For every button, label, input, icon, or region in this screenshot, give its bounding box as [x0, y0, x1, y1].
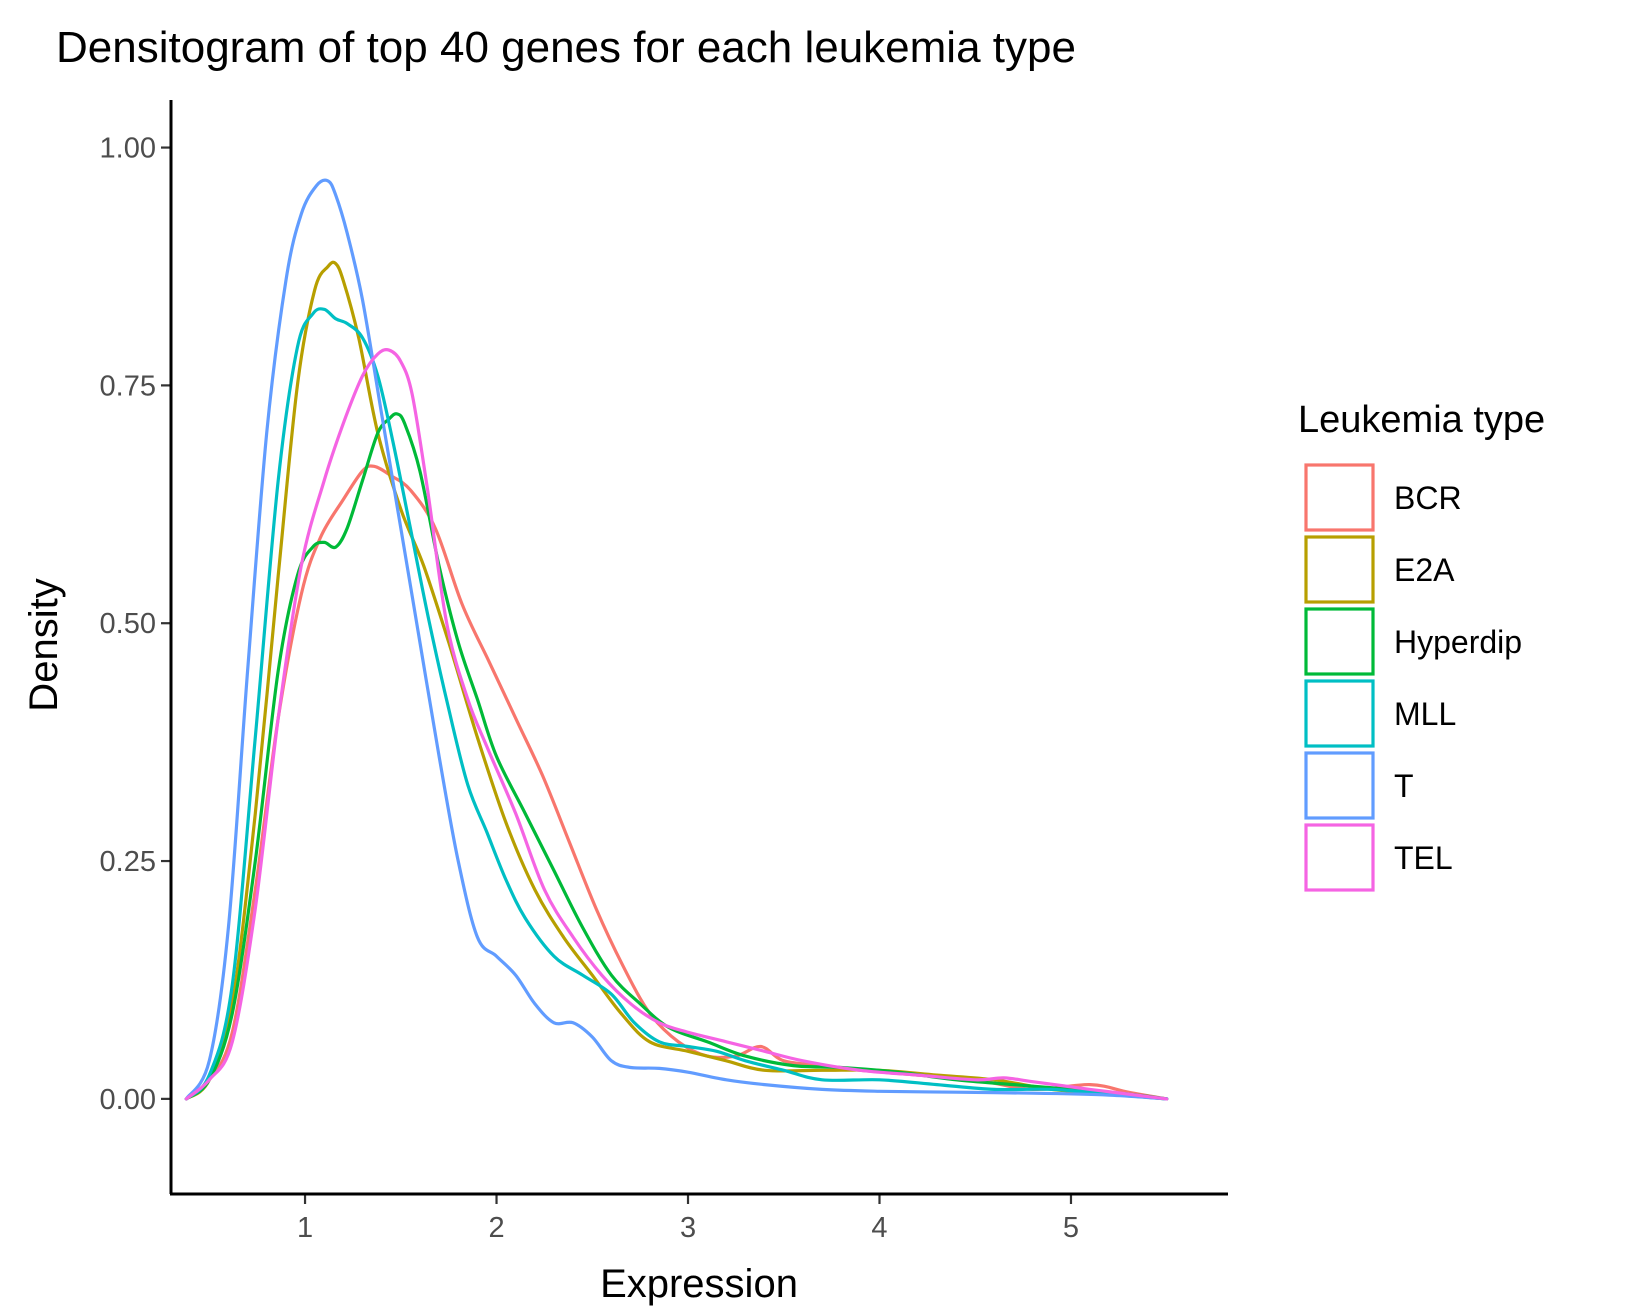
legend-label-e2a: E2A	[1394, 552, 1455, 588]
legend-key-mll	[1304, 679, 1375, 748]
density-line-t	[184, 178, 1169, 1101]
density-line-e2a	[184, 260, 1169, 1101]
x-tick-label: 1	[297, 1212, 313, 1244]
y-tick-label: 0.00	[100, 1084, 156, 1116]
legend: BCR E2A Hyperdip MLL T TEL	[1304, 463, 1522, 892]
y-axis-ticks: 0.00 0.25 0.50 0.75 1.00	[100, 133, 171, 1116]
legend-key-tel	[1304, 823, 1375, 892]
legend-label-t: T	[1394, 768, 1414, 804]
density-curves	[184, 178, 1169, 1101]
density-line-tel	[184, 348, 1169, 1101]
legend-label-mll: MLL	[1394, 696, 1456, 732]
chart-title: Densitogram of top 40 genes for each leu…	[56, 23, 1076, 72]
x-tick-label: 4	[871, 1212, 887, 1244]
legend-title: Leukemia type	[1298, 399, 1545, 441]
legend-label-bcr: BCR	[1394, 480, 1462, 516]
x-tick-label: 2	[488, 1212, 504, 1244]
legend-label-hyperdip: Hyperdip	[1394, 624, 1522, 660]
y-tick-label: 0.25	[100, 846, 156, 878]
density-line-bcr	[184, 464, 1169, 1101]
y-tick-label: 0.75	[100, 370, 156, 402]
y-axis-title: Density	[22, 578, 66, 711]
legend-key-e2a	[1304, 535, 1375, 604]
density-line-mll	[184, 307, 1169, 1101]
x-axis-ticks: 1 2 3 4 5	[297, 1194, 1079, 1244]
y-tick-label: 1.00	[100, 133, 156, 165]
legend-label-tel: TEL	[1394, 840, 1453, 876]
x-tick-label: 3	[680, 1212, 696, 1244]
x-axis-title: Expression	[600, 1262, 798, 1306]
legend-key-bcr	[1304, 463, 1375, 532]
legend-key-t	[1304, 751, 1375, 820]
legend-key-hyperdip	[1304, 607, 1375, 676]
x-tick-label: 5	[1063, 1212, 1079, 1244]
y-tick-label: 0.50	[100, 608, 156, 640]
